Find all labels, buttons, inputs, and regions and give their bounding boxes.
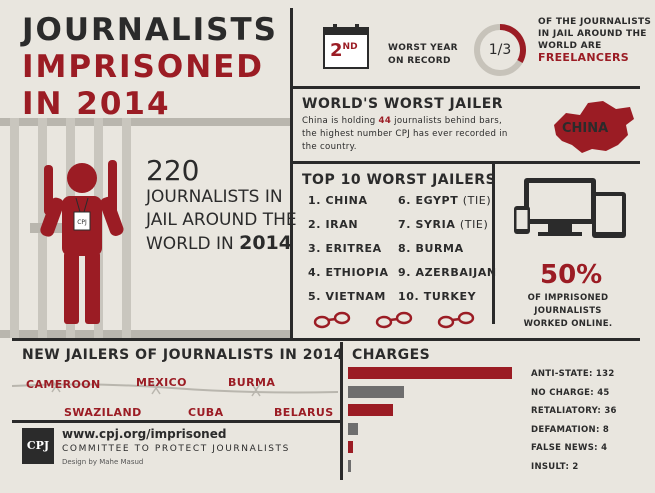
- new-jailers-title: NEW JAILERS OF JOURNALISTS IN 2014: [22, 347, 344, 363]
- top10-item-6-label: 6. EGYPT: [398, 194, 459, 207]
- charge-bar-1: [348, 367, 512, 379]
- charge-bar-3: [348, 404, 393, 416]
- divider-bottom: [340, 342, 343, 480]
- charge-label-6: INSULT: 2: [531, 461, 579, 472]
- china-map-icon: [554, 101, 634, 153]
- top10-item-4: 4. ETHIOPIA: [308, 266, 389, 279]
- divider-vertical-main: [290, 8, 293, 338]
- worst-jailer-text: China is holding 44 journalists behind b…: [302, 115, 508, 154]
- charges-title: CHARGES: [352, 347, 431, 363]
- calendar-icon: [323, 24, 369, 69]
- top10-item-1: 1. CHINA: [308, 194, 368, 207]
- worst-jailer-count: 44: [378, 116, 392, 126]
- worst-jailer-line-2: the highest number CPJ has ever recorded…: [302, 129, 508, 139]
- prisoner-figure: [40, 160, 124, 324]
- top10-item-2: 2. IRAN: [308, 218, 359, 231]
- worst-jailer-text-b: journalists behind bars,: [391, 116, 503, 126]
- jailed-count: 220: [146, 154, 200, 187]
- freelancer-line-2: IN JAIL AROUND THE: [538, 29, 647, 39]
- charge-label-2: NO CHARGE: 45: [531, 387, 610, 398]
- divider-footer: [12, 420, 340, 423]
- charge-label-4: DEFAMATION: 8: [531, 424, 610, 435]
- freelancer-line-1: OF THE JOURNALISTS: [538, 17, 652, 27]
- jailed-year: 2014: [239, 232, 292, 254]
- new-jailer-2: MEXICO: [136, 376, 187, 389]
- online-line-1: OF IMPRISONED JOURNALISTS: [527, 293, 609, 316]
- new-jailer-1: CAMEROON: [26, 378, 101, 391]
- new-jailer-3: BURMA: [228, 376, 276, 389]
- rank-description: WORST YEAR ON RECORD: [388, 42, 458, 68]
- new-jailer-4: SWAZILAND: [64, 406, 142, 419]
- charge-bar-5: [348, 441, 353, 453]
- jailed-description: JOURNALISTS IN JAIL AROUND THE WORLD IN …: [146, 186, 297, 256]
- charge-label-1: ANTI-STATE: 132: [531, 369, 615, 379]
- rank-value: 2ND: [330, 40, 358, 61]
- title-line-1: JOURNALISTS: [22, 12, 278, 48]
- ring-share-arc: [499, 24, 526, 63]
- freelancer-ring-chart: [474, 24, 526, 76]
- top10-item-6: 6. EGYPT (TIE): [398, 194, 491, 207]
- press-badge: CPJ: [73, 197, 91, 231]
- title-line-2: IMPRISONED: [22, 49, 265, 85]
- charge-bar-6: [348, 459, 351, 472]
- freelancer-line-4: FREELANCERS: [538, 51, 630, 64]
- jailed-line-3: WORLD IN 2014: [146, 232, 297, 256]
- charge-label-5: FALSE NEWS: 4: [531, 443, 608, 453]
- online-description: OF IMPRISONED JOURNALISTS WORKED ONLINE.: [498, 292, 638, 331]
- jailed-line-3-text: WORLD IN: [146, 234, 240, 254]
- divider-lower: [12, 338, 640, 341]
- charge-bar-4: [348, 422, 358, 435]
- worst-jailer-line-3: the country.: [302, 142, 357, 152]
- top10-item-5: 5. VIETNAM: [308, 290, 386, 303]
- new-jailer-6: BELARUS: [274, 406, 334, 419]
- top10-item-3: 3. ERITREA: [308, 242, 382, 255]
- title-line-3: IN 2014: [22, 86, 171, 122]
- worst-jailer-title: WORLD'S WORST JAILER: [302, 96, 504, 112]
- divider-top-right: [290, 86, 640, 89]
- worst-jailer-text-a: China is holding: [302, 116, 379, 126]
- online-line-2: WORKED ONLINE.: [523, 319, 613, 329]
- top10-title: TOP 10 WORST JAILERS: [302, 172, 497, 188]
- footer-credit: Design by Mahe Masud: [62, 458, 144, 466]
- divider-mid-right: [290, 161, 640, 164]
- cpj-logo: CPJ: [22, 428, 54, 464]
- press-badge-text: CPJ: [77, 219, 87, 226]
- freelancer-line-3: WORLD ARE: [538, 41, 602, 51]
- rank-line-1: WORST YEAR: [388, 43, 458, 53]
- jailed-line-1: JOURNALISTS IN: [146, 187, 283, 207]
- charge-label-3: RETALIATORY: 36: [531, 406, 617, 416]
- handcuffs-icon: [313, 311, 475, 329]
- top10-item-7-tie: (TIE): [459, 218, 489, 231]
- rank-line-2: ON RECORD: [388, 56, 451, 66]
- freelancer-description: OF THE JOURNALISTS IN JAIL AROUND THE WO…: [538, 16, 651, 64]
- rank-number: 2: [330, 40, 343, 61]
- top10-item-7-label: 7. SYRIA: [398, 218, 456, 231]
- top10-item-7: 7. SYRIA (TIE): [398, 218, 488, 231]
- top10-item-6-tie: (TIE): [462, 194, 492, 207]
- top10-item-9: 9. AZERBAIJAN: [398, 266, 497, 279]
- top10-item-8: 8. BURMA: [398, 242, 464, 255]
- devices-icon: [514, 178, 626, 238]
- footer-url[interactable]: www.cpj.org/imprisoned: [62, 427, 227, 441]
- worst-jailer-line-1: China is holding 44 journalists behind b…: [302, 115, 508, 128]
- china-map-label: CHINA: [562, 121, 609, 136]
- freelancer-fraction: 1/3: [488, 42, 512, 58]
- new-jailer-5: CUBA: [188, 406, 224, 419]
- barbed-wire-decoration: [12, 379, 338, 397]
- online-percent: 50%: [540, 260, 603, 290]
- footer-org: COMMITTEE TO PROTECT JOURNALISTS: [62, 444, 290, 454]
- top10-item-10: 10. TURKEY: [398, 290, 477, 303]
- charge-bar-2: [348, 385, 404, 398]
- jailed-line-2: JAIL AROUND THE: [146, 210, 297, 230]
- divider-top10-right: [492, 164, 495, 324]
- jail-bars-illustration: CPJ: [0, 118, 290, 338]
- rank-suffix: ND: [342, 42, 358, 52]
